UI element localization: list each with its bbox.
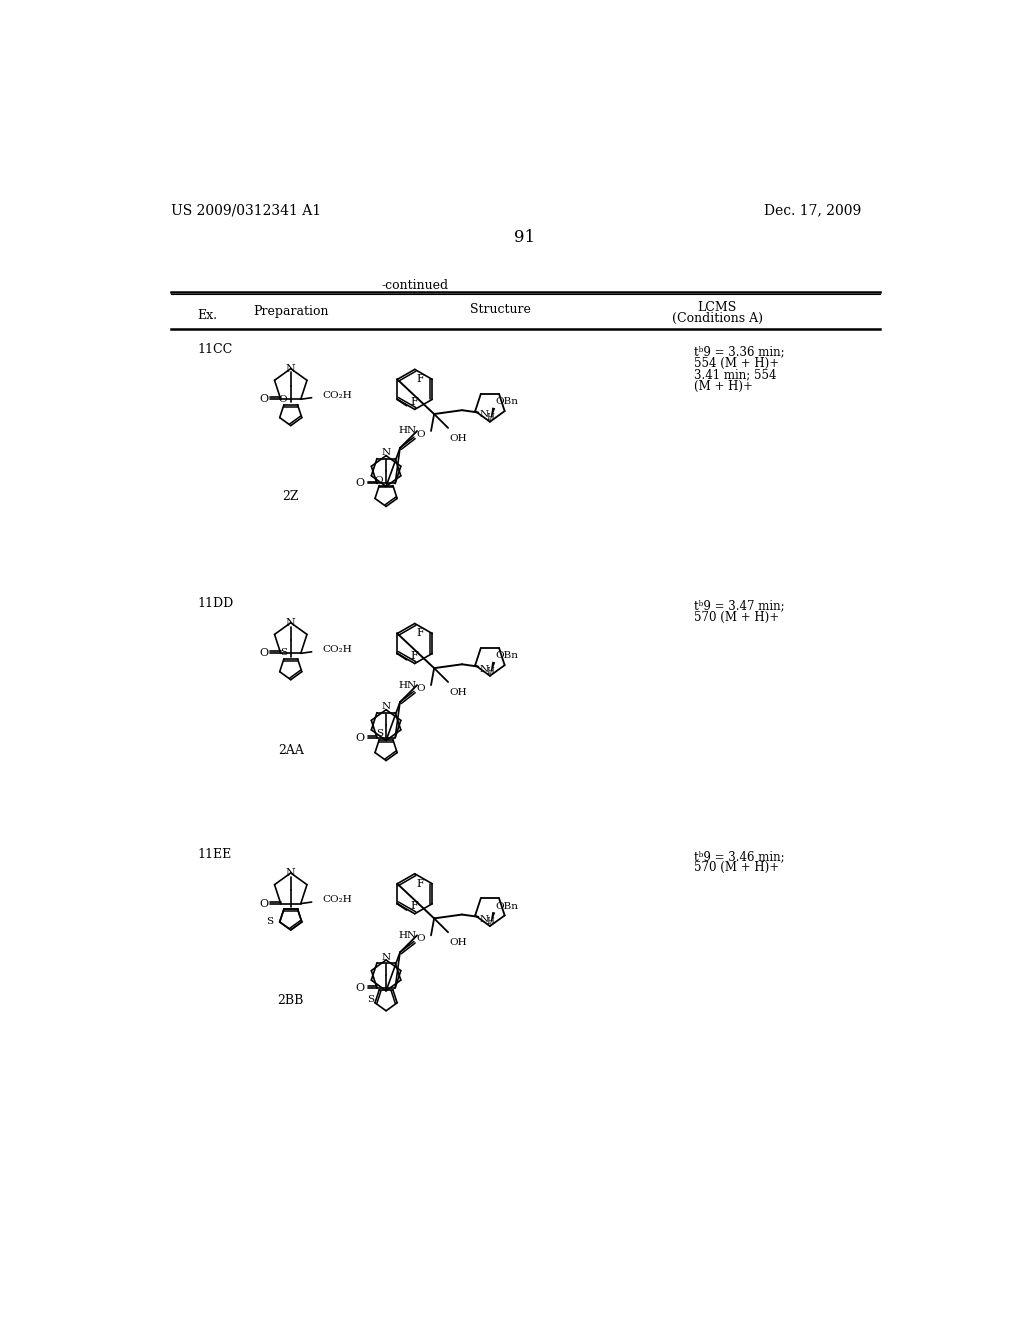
Text: S: S bbox=[376, 729, 383, 738]
Text: 3.41 min; 554: 3.41 min; 554 bbox=[693, 368, 776, 381]
Text: F: F bbox=[411, 902, 419, 911]
Text: tᵇ9 = 3.36 min;: tᵇ9 = 3.36 min; bbox=[693, 346, 784, 359]
Text: O: O bbox=[259, 648, 268, 659]
Text: OBn: OBn bbox=[496, 397, 518, 407]
Text: O: O bbox=[417, 429, 425, 438]
Text: O: O bbox=[259, 395, 268, 404]
Text: S: S bbox=[367, 995, 374, 1005]
Text: HN: HN bbox=[399, 681, 417, 689]
Text: 554 (M + H)+: 554 (M + H)+ bbox=[693, 358, 779, 370]
Text: O: O bbox=[355, 983, 365, 993]
Text: Ex.: Ex. bbox=[198, 309, 218, 322]
Text: 2AA: 2AA bbox=[278, 743, 304, 756]
Text: US 2009/0312341 A1: US 2009/0312341 A1 bbox=[171, 203, 321, 216]
Text: S: S bbox=[266, 917, 273, 927]
Text: H: H bbox=[486, 917, 495, 927]
Text: CO₂H: CO₂H bbox=[323, 391, 352, 400]
Polygon shape bbox=[489, 661, 496, 676]
Text: O: O bbox=[355, 478, 365, 488]
Text: N: N bbox=[286, 363, 296, 374]
Text: LCMS: LCMS bbox=[697, 301, 736, 314]
Text: N: N bbox=[286, 618, 296, 628]
Text: N: N bbox=[382, 953, 390, 961]
Text: S: S bbox=[281, 648, 288, 657]
Text: Dec. 17, 2009: Dec. 17, 2009 bbox=[764, 203, 861, 216]
Text: 11EE: 11EE bbox=[198, 847, 232, 861]
Text: N: N bbox=[382, 449, 390, 457]
Text: CO₂H: CO₂H bbox=[323, 645, 352, 653]
Text: CO₂H: CO₂H bbox=[323, 895, 352, 904]
Text: O: O bbox=[279, 395, 288, 404]
Text: Structure: Structure bbox=[470, 304, 530, 317]
Text: tᵇ9 = 3.47 min;: tᵇ9 = 3.47 min; bbox=[693, 599, 784, 612]
Text: F: F bbox=[411, 397, 419, 407]
Polygon shape bbox=[489, 912, 496, 927]
Text: -continued: -continued bbox=[381, 280, 449, 292]
Text: H: H bbox=[486, 667, 495, 676]
Text: O: O bbox=[259, 899, 268, 908]
Text: 11CC: 11CC bbox=[198, 343, 233, 356]
Text: (Conditions A): (Conditions A) bbox=[672, 313, 763, 326]
Text: O: O bbox=[417, 684, 425, 693]
Text: H: H bbox=[486, 413, 495, 422]
Text: N: N bbox=[480, 664, 488, 673]
Text: O: O bbox=[355, 733, 365, 743]
Text: (M + H)+: (M + H)+ bbox=[693, 380, 753, 393]
Text: F: F bbox=[417, 375, 425, 384]
Text: 91: 91 bbox=[514, 230, 536, 247]
Text: HN: HN bbox=[399, 931, 417, 940]
Text: 2Z: 2Z bbox=[283, 490, 299, 503]
Text: HN: HN bbox=[399, 426, 417, 436]
Text: 2BB: 2BB bbox=[278, 994, 304, 1007]
Text: Preparation: Preparation bbox=[253, 305, 329, 318]
Text: O: O bbox=[417, 935, 425, 942]
Text: tᵇ9 = 3.46 min;: tᵇ9 = 3.46 min; bbox=[693, 850, 784, 863]
Text: OBn: OBn bbox=[496, 652, 518, 660]
Polygon shape bbox=[489, 408, 496, 422]
Text: N: N bbox=[286, 869, 296, 878]
Text: N: N bbox=[480, 915, 488, 924]
Text: F: F bbox=[411, 651, 419, 661]
Text: F: F bbox=[417, 628, 425, 639]
Text: N: N bbox=[480, 411, 488, 420]
Text: 11DD: 11DD bbox=[198, 598, 234, 610]
Text: OH: OH bbox=[450, 434, 467, 444]
Text: N: N bbox=[382, 702, 390, 711]
Text: 570 (M + H)+: 570 (M + H)+ bbox=[693, 611, 779, 624]
Text: F: F bbox=[417, 879, 425, 888]
Text: 570 (M + H)+: 570 (M + H)+ bbox=[693, 862, 779, 874]
Text: OH: OH bbox=[450, 939, 467, 948]
Text: O: O bbox=[374, 475, 383, 484]
Text: OBn: OBn bbox=[496, 902, 518, 911]
Text: OH: OH bbox=[450, 688, 467, 697]
